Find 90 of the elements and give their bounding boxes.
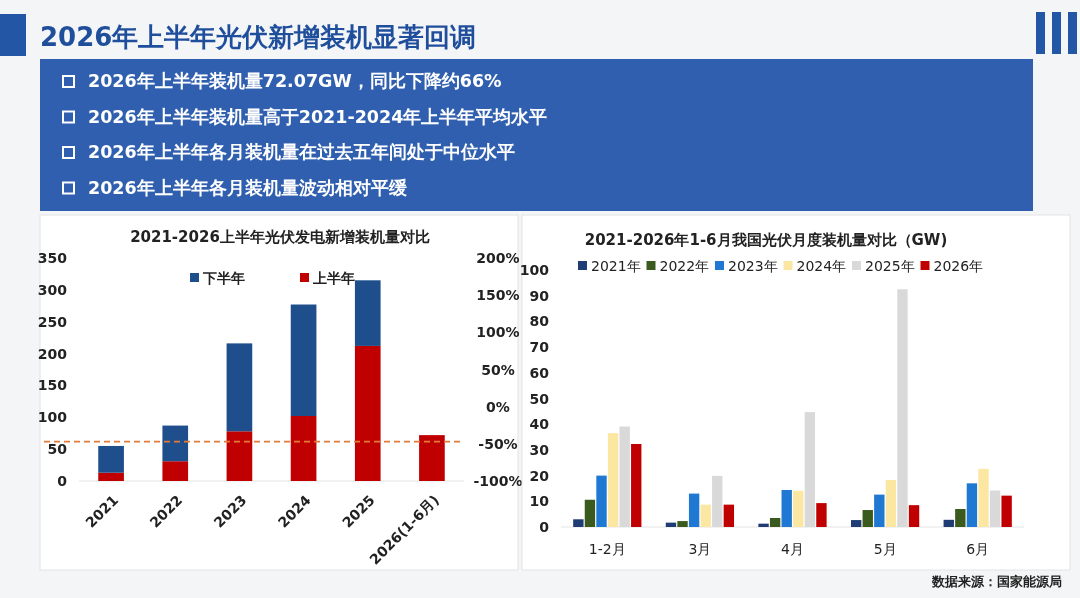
bar	[162, 425, 189, 462]
bar	[596, 475, 607, 527]
legend-label: 2023年	[728, 258, 778, 274]
bar	[908, 505, 920, 527]
bar	[226, 343, 253, 432]
y-tick-label: 0	[57, 473, 68, 489]
y2-tick-label: 50%	[481, 361, 515, 378]
x-tick-label: 6月	[966, 541, 990, 557]
x-tick-label: 4月	[781, 541, 804, 557]
y-tick-label: 300	[37, 281, 68, 298]
bar	[162, 461, 189, 481]
y-tick-label: 20	[529, 467, 550, 484]
bar	[781, 489, 792, 527]
legend-label: 2026年	[933, 258, 984, 274]
y2-tick-label: 0%	[486, 398, 510, 415]
legend-label: 上半年	[312, 270, 355, 286]
bar	[978, 468, 989, 527]
legend-item: 上半年	[300, 270, 355, 286]
text: 2026年上半年各月装机量波动相对平缓	[88, 177, 407, 198]
legend-item: 2025年	[852, 258, 915, 274]
legend-label: 2025年	[865, 258, 915, 274]
bar	[354, 345, 381, 481]
y-tick-label: 50	[47, 441, 68, 458]
bar	[573, 519, 584, 527]
y2-tick-label: 100%	[476, 324, 520, 341]
bar	[758, 523, 769, 527]
bar	[98, 445, 124, 473]
bar	[607, 433, 619, 527]
x-tick-label: 1-2月	[588, 541, 626, 557]
bar	[850, 520, 862, 527]
bar	[816, 503, 827, 527]
bar	[290, 304, 317, 417]
bar	[885, 479, 897, 527]
bar	[874, 494, 885, 527]
legend-label: 2021年	[591, 258, 641, 274]
text: 2026年上半年装机量72.07GW，同比下降约66%	[88, 71, 502, 91]
source-note: 数据来源：国家能源局	[931, 574, 1062, 589]
bar	[631, 443, 642, 527]
legend-item: 下半年	[190, 270, 245, 286]
bar	[688, 493, 700, 527]
chart-title: 2021-2026年1-6月我国光伏月度装机量对比（GW)	[584, 231, 948, 249]
x-tick-label: 3月	[688, 541, 712, 557]
legend-label: 下半年	[202, 270, 245, 286]
bar	[700, 504, 711, 527]
text: 2026年上半年装机量高于2021-2024年上半年平均水平	[88, 106, 548, 127]
bar	[793, 490, 804, 527]
bar	[862, 510, 873, 527]
x-tick-label: 5月	[873, 541, 897, 557]
y-tick-label: 90	[529, 287, 550, 304]
y-tick-label: 200	[37, 345, 68, 362]
bar	[584, 499, 596, 527]
y2-tick-label: 150%	[476, 287, 520, 304]
text: 2026年上半年光伏新增装机显著回调	[40, 22, 477, 52]
text: 2026年上半年各月装机量在过去五年间处于中位水平	[88, 142, 515, 162]
bar	[226, 431, 253, 481]
y-tick-label: 40	[529, 416, 550, 433]
y-tick-label: 70	[529, 339, 550, 356]
y-tick-label: 150	[37, 377, 68, 394]
y2-tick-label: -50%	[478, 435, 518, 452]
legend-item: 2022年	[646, 258, 710, 274]
bar	[955, 509, 966, 527]
bar	[966, 483, 978, 527]
legend-label: 2024年	[796, 258, 847, 274]
legend-item: 2023年	[715, 258, 778, 274]
bar	[943, 519, 954, 527]
y-tick-label: 50	[529, 390, 550, 407]
y-tick-label: 60	[529, 364, 550, 381]
bar	[723, 504, 735, 527]
y2-tick-label: -100%	[473, 473, 523, 489]
bar	[769, 518, 781, 527]
bar	[677, 521, 688, 527]
y-tick-label: 350	[37, 250, 68, 266]
y2-tick-label: 200%	[476, 250, 520, 266]
legend-label: 2022年	[659, 258, 710, 274]
bar	[419, 435, 445, 481]
y-tick-label: 100	[519, 262, 550, 278]
chart-title: 2021-2026上半年光伏发电新增装机量对比	[130, 228, 430, 246]
bar	[98, 472, 124, 481]
legend-item: 2021年	[578, 258, 641, 274]
y-tick-label: 80	[529, 313, 550, 330]
bar	[290, 416, 317, 481]
legend-item: 2026年	[920, 258, 984, 274]
y-tick-label: 0	[539, 519, 550, 535]
y-tick-label: 30	[529, 441, 550, 458]
y-tick-label: 250	[37, 313, 68, 330]
y-tick-label: 100	[37, 409, 68, 426]
bar	[354, 280, 381, 346]
legend-item: 2024年	[783, 258, 847, 274]
bar	[1001, 495, 1012, 527]
y-tick-label: 10	[529, 493, 550, 510]
